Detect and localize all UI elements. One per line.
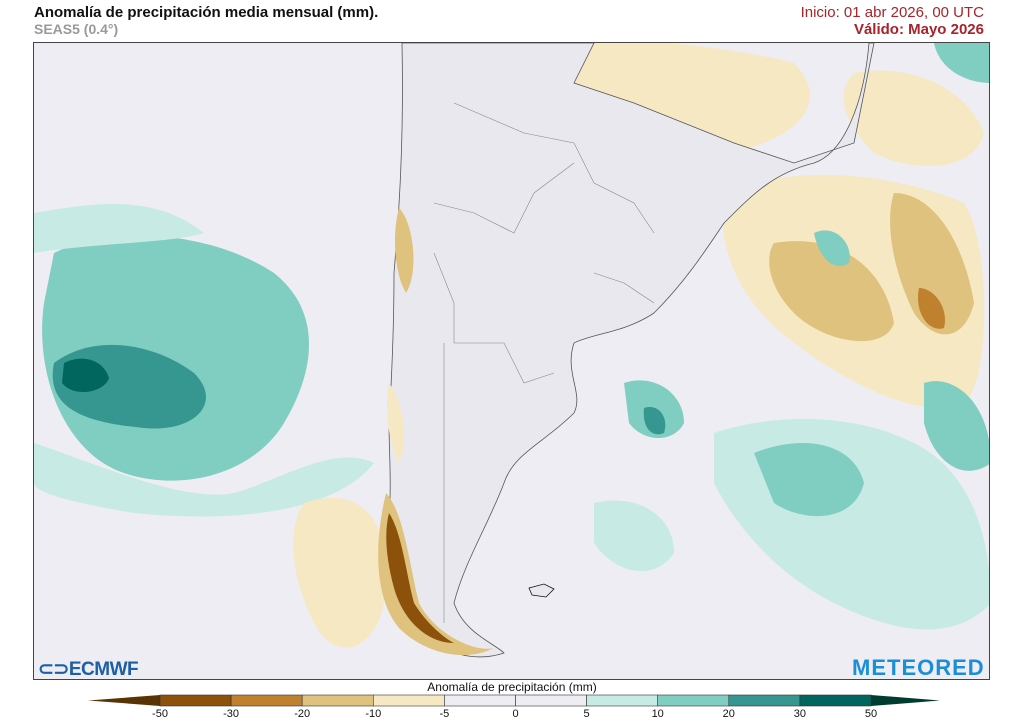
colorbar-segment: [159, 694, 232, 707]
colorbar-tick: 0: [512, 708, 519, 720]
colorbar-segment: [444, 694, 516, 707]
colorbar-tick: 10: [651, 708, 664, 720]
colorbar-tick: 20: [722, 708, 735, 720]
meteored-logo: METEORED: [852, 655, 985, 680]
colorbar-tick: -5: [439, 708, 450, 720]
colorbar-segment: [657, 694, 730, 707]
colorbar-segment: [515, 694, 587, 707]
colorbar-tick: -20: [294, 708, 311, 720]
colorbar-segment: [372, 694, 445, 707]
anomaly-land: [378, 208, 494, 656]
colorbar-tick: -50: [152, 708, 168, 720]
ecmwf-logo-icon: ⊂⊃: [38, 659, 69, 680]
precipitation-anomaly-map[interactable]: [33, 42, 990, 680]
colorbar-segment: [230, 694, 303, 707]
colorbar-segment: [301, 694, 374, 707]
colorbar-segment: [799, 694, 872, 707]
colorbar-extend-high: [871, 695, 940, 706]
map-title: Anomalía de precipitación media mensual …: [34, 4, 379, 21]
map-canvas: [34, 43, 989, 658]
colorbar-segment: [586, 694, 658, 707]
colorbar-tick: 50: [864, 708, 878, 720]
borders: [433, 102, 655, 623]
colorbar-tick: -10: [365, 708, 382, 720]
falkland-islands: [528, 583, 555, 598]
colorbar-segment: [728, 694, 801, 707]
colorbar-extend-low: [88, 695, 160, 706]
colorbar: [88, 694, 940, 707]
colorbar-tick: 30: [793, 708, 807, 720]
model-subtitle: SEAS5 (0.4°): [34, 21, 119, 37]
valid-period: Válido: Mayo 2026: [853, 21, 984, 38]
colorbar-label: Anomalía de precipitación (mm): [427, 680, 597, 694]
colorbar-tick: -30: [223, 708, 240, 720]
colorbar-tick: 5: [583, 708, 590, 720]
ecmwf-logo: ⊂⊃ECMWF: [38, 659, 139, 680]
init-time: Inicio: 01 abr 2026, 00 UTC: [800, 4, 984, 21]
